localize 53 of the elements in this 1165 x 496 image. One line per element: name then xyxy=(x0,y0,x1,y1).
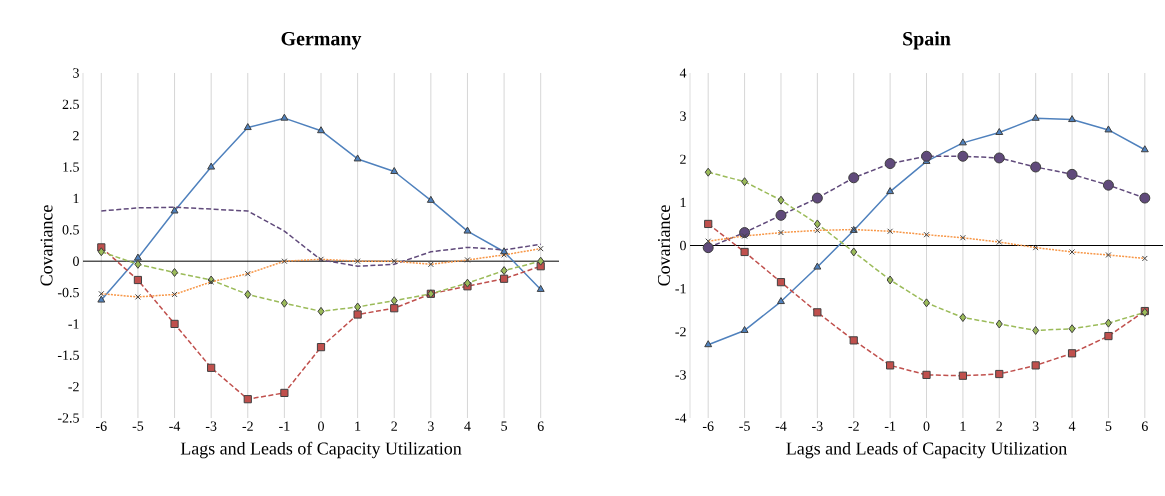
y-tick-label: 1.5 xyxy=(63,162,79,172)
y-tick-label: 2 xyxy=(73,131,79,141)
y-tick-label: -1.5 xyxy=(57,350,79,360)
y-tick-label: -0.5 xyxy=(57,287,79,298)
y-tick-label: -4 xyxy=(675,413,687,423)
x-tick-label: -6 xyxy=(96,421,107,431)
y-tick-label: 2.5 xyxy=(62,99,79,110)
x-tick-label: 0 xyxy=(318,421,324,431)
x-tick-label: -2 xyxy=(848,421,859,431)
y-axis-title: Covariance xyxy=(40,205,53,286)
y-axis-title: Covariance xyxy=(657,205,671,286)
y-tick-label: 0 xyxy=(680,240,686,251)
x-tick-label: 5 xyxy=(1105,421,1112,431)
x-tick-label: -3 xyxy=(205,421,217,431)
x-tick-label: 3 xyxy=(1032,421,1039,431)
chart-title: Germany xyxy=(281,32,362,50)
x-tick-label: 1 xyxy=(355,421,361,431)
y-tick-label: -2.5 xyxy=(57,413,79,423)
x-tick-label: 3 xyxy=(428,421,434,431)
x-tick-label: -2 xyxy=(242,421,253,431)
x-tick-label: 4 xyxy=(1068,421,1076,431)
y-tick-label: -1 xyxy=(675,284,686,294)
y-tick-label: -1 xyxy=(68,319,79,329)
y-tick-label: -2 xyxy=(68,382,79,392)
x-tick-label: -5 xyxy=(132,421,144,431)
y-tick-label: 1 xyxy=(73,193,79,204)
x-tick-label: 1 xyxy=(960,421,966,431)
y-tick-label: 3 xyxy=(73,68,79,78)
x-tick-label: -1 xyxy=(279,421,290,431)
x-tick-label: 0 xyxy=(923,421,930,431)
x-tick-label: -1 xyxy=(884,421,896,431)
x-tick-label: -4 xyxy=(169,421,181,431)
x-tick-label: -5 xyxy=(739,421,750,431)
chart-title: Spain xyxy=(903,31,951,50)
y-tick-label: -3 xyxy=(675,370,686,380)
x-tick-label: -3 xyxy=(812,421,823,431)
y-tick-label: 2 xyxy=(680,154,686,164)
y-tick-label: 3 xyxy=(680,111,686,121)
y-tick-label: -2 xyxy=(675,327,686,337)
x-tick-label: 6 xyxy=(1141,421,1148,431)
y-tick-label: 0.5 xyxy=(62,225,79,235)
x-tick-label: 2 xyxy=(996,421,1002,431)
x-tick-label: 6 xyxy=(537,421,544,431)
x-tick-label: -6 xyxy=(702,421,714,431)
x-tick-label: 5 xyxy=(501,421,508,431)
x-tick-label: 2 xyxy=(391,421,397,431)
x-tick-label: 4 xyxy=(464,421,471,431)
x-axis-title: Lags and Leads of Capacity Utilization xyxy=(180,441,462,459)
y-tick-label: 1 xyxy=(680,197,686,207)
x-axis-title: Lags and Leads of Capacity Utilization xyxy=(786,441,1067,459)
y-tick-label: 4 xyxy=(679,68,687,78)
x-tick-label: -4 xyxy=(775,421,787,431)
y-tick-label: 0 xyxy=(73,256,79,266)
